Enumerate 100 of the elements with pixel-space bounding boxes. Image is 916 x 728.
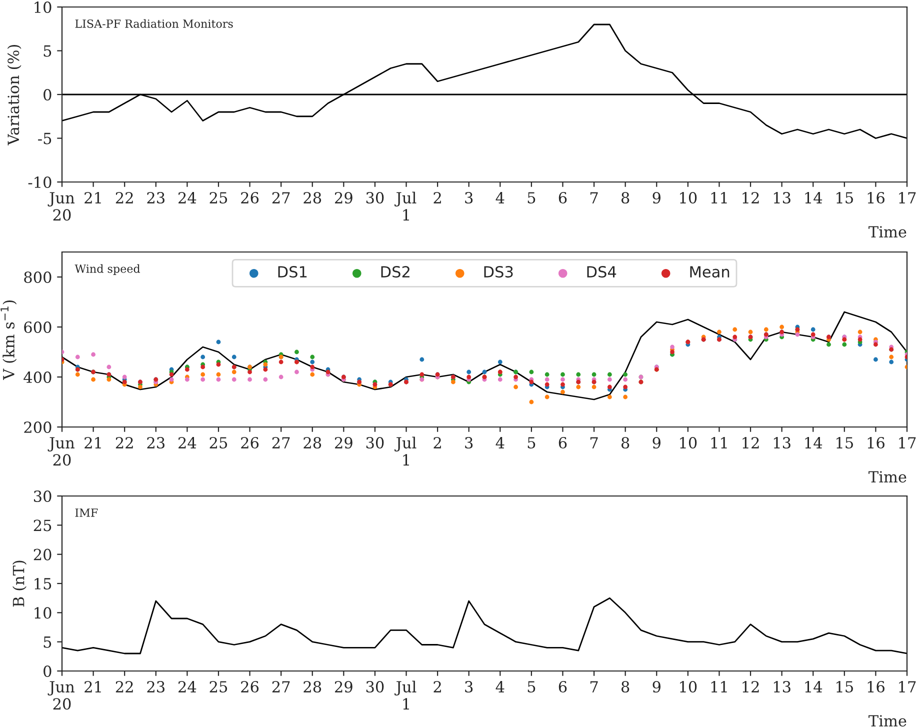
- x-tick-label: 11: [711, 680, 727, 692]
- point: [544, 372, 550, 377]
- x-tick-label: 27: [272, 436, 290, 448]
- point: [248, 377, 252, 382]
- point: [858, 330, 862, 334]
- x-tick-label: 8: [621, 680, 630, 693]
- y-tick-label: 25: [34, 520, 52, 532]
- x-tick-label: Jul 1: [394, 192, 416, 220]
- point: [560, 377, 565, 382]
- x-tick-label: 3: [465, 436, 473, 449]
- x-tick-label: 26: [241, 680, 259, 693]
- point: [592, 372, 596, 377]
- x-tick-label: 26: [241, 192, 259, 204]
- x-tick-label: Jun 20: [48, 437, 74, 466]
- point: [529, 380, 534, 384]
- x-tick-label: 24: [178, 436, 196, 448]
- x-tick-label: 7: [590, 192, 598, 204]
- x-tick-label: 24: [178, 192, 196, 204]
- y-tick-label: 800: [24, 271, 52, 284]
- x-tick-label: 30: [366, 436, 384, 449]
- x-tick-label: 13: [774, 192, 790, 204]
- x-axis-title: Time: [868, 471, 906, 483]
- point: [138, 384, 142, 390]
- point: [607, 372, 612, 377]
- point: [623, 372, 628, 377]
- x-tick-label: 5: [528, 437, 536, 449]
- point: [826, 342, 831, 347]
- point: [248, 370, 252, 374]
- x-tick-label: 23: [147, 680, 164, 693]
- x-tick-label: 29: [334, 680, 352, 693]
- point: [278, 374, 284, 380]
- y-tick-label: -10: [28, 176, 52, 188]
- x-tick-label: 5: [528, 192, 536, 204]
- x-tick-label: 2: [434, 680, 441, 692]
- y-tick-label: 30: [34, 490, 52, 502]
- point: [544, 394, 550, 400]
- x-axis-title: Time: [868, 226, 906, 238]
- point: [576, 384, 581, 390]
- x-tick-label: 15: [836, 680, 853, 693]
- point: [576, 372, 581, 377]
- x-tick-label: 27: [272, 192, 290, 204]
- x-tick-label: 23: [147, 192, 164, 204]
- point: [294, 350, 299, 354]
- point: [560, 372, 565, 377]
- x-tick-label: 22: [116, 192, 133, 204]
- x-tick-label: 11: [711, 436, 727, 448]
- point: [216, 377, 221, 382]
- y-tick-label: 200: [24, 421, 52, 434]
- point: [670, 350, 674, 354]
- point: [874, 342, 878, 347]
- x-tick-label: 13: [774, 436, 790, 449]
- point: [310, 360, 315, 364]
- x-tick-label: 28: [304, 680, 322, 693]
- x-tick-label: 10: [680, 192, 697, 204]
- point: [200, 372, 206, 377]
- x-tick-label: 14: [805, 680, 822, 692]
- x-tick-label: 2: [434, 192, 441, 204]
- x-tick-label: 9: [652, 436, 660, 449]
- annotation: Wind speed: [74, 264, 140, 276]
- point: [858, 337, 862, 342]
- x-tick-label: 10: [680, 436, 697, 449]
- legend-label: Mean: [690, 266, 730, 278]
- point: [310, 372, 315, 377]
- point: [560, 382, 565, 387]
- point: [263, 362, 268, 367]
- x-tick-label: 17: [899, 680, 916, 692]
- point: [184, 377, 190, 382]
- x-tick-label: 25: [210, 192, 228, 204]
- point: [623, 384, 628, 390]
- point: [795, 332, 800, 337]
- x-tick-label: 3: [465, 680, 473, 693]
- point: [184, 367, 190, 372]
- point: [482, 370, 487, 374]
- point: [670, 344, 674, 350]
- x-tick-label: 30: [366, 680, 384, 693]
- legend-label: DS1: [278, 266, 307, 278]
- point: [216, 340, 221, 344]
- x-tick-label: 29: [334, 436, 352, 449]
- point: [451, 380, 456, 384]
- y-tick-label: 0: [44, 665, 52, 678]
- x-tick-label: 16: [868, 192, 884, 204]
- point: [544, 382, 550, 387]
- point: [232, 354, 236, 360]
- x-tick-label: 4: [496, 680, 504, 692]
- point: [717, 330, 722, 334]
- x-tick-label: 29: [334, 192, 352, 204]
- point: [810, 332, 816, 337]
- x-tick-label: 24: [178, 680, 196, 692]
- legend-label: DS3: [484, 266, 513, 278]
- point: [232, 370, 236, 374]
- y-tick-label: -5: [38, 132, 52, 144]
- x-tick-label: 30: [366, 192, 384, 204]
- point: [216, 362, 221, 367]
- x-tick-label: 28: [304, 192, 322, 204]
- point: [764, 327, 768, 332]
- point: [529, 370, 534, 374]
- point: [169, 372, 174, 377]
- x-tick-label: 7: [590, 437, 598, 448]
- x-tick-label: 14: [805, 436, 822, 448]
- line-series: [62, 597, 907, 654]
